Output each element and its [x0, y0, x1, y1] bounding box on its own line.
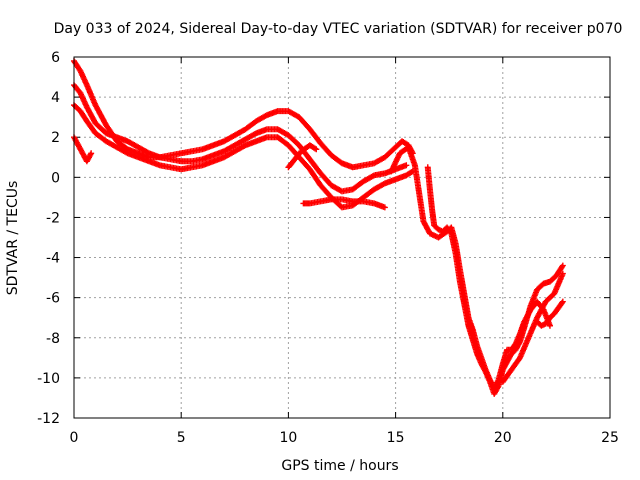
data-point — [558, 299, 565, 306]
y-tick-label: 4 — [51, 90, 60, 106]
y-axis-label: SDTVAR / TECUs — [5, 181, 21, 296]
data-point — [381, 204, 388, 211]
x-tick-label: 20 — [494, 430, 512, 446]
data-point — [88, 150, 95, 157]
plot-frame — [73, 56, 611, 419]
data-point — [559, 262, 566, 269]
data-series — [71, 58, 566, 397]
y-tick-label: -10 — [37, 371, 60, 387]
data-point — [403, 162, 410, 169]
satellite-track-3 — [71, 102, 416, 211]
x-tick-label: 0 — [70, 430, 79, 446]
y-tick-label: -8 — [46, 331, 60, 347]
y-tick-label: 6 — [51, 50, 60, 66]
chart-title: Day 033 of 2024, Sidereal Day-to-day VTE… — [54, 21, 623, 37]
x-tick-label: 5 — [177, 430, 186, 446]
satellite-track-5 — [285, 142, 320, 171]
y-tick-label: -2 — [46, 210, 60, 226]
satellite-track-4 — [71, 134, 95, 165]
data-point — [447, 229, 454, 236]
data-point — [559, 270, 566, 277]
x-tick-label: 25 — [601, 430, 619, 446]
data-point — [546, 322, 553, 329]
y-tick-label: -4 — [46, 251, 60, 267]
x-tick-label: 15 — [387, 430, 405, 446]
data-point — [311, 145, 318, 152]
data-point — [559, 263, 566, 270]
satellite-track-6 — [300, 196, 388, 211]
satellite-track-10 — [534, 298, 566, 329]
satellite-track-8 — [424, 164, 566, 397]
data-point — [313, 146, 320, 153]
x-tick-label: 10 — [279, 430, 297, 446]
y-tick-label: -6 — [46, 291, 60, 307]
x-axis-label: GPS time / hours — [281, 458, 398, 474]
y-tick-label: 2 — [51, 130, 60, 146]
y-tick-label: 0 — [51, 170, 60, 186]
data-point — [559, 298, 566, 305]
satellite-track-9 — [499, 270, 566, 385]
satellite-track-2 — [71, 82, 410, 195]
y-tick-label: -12 — [37, 411, 60, 427]
